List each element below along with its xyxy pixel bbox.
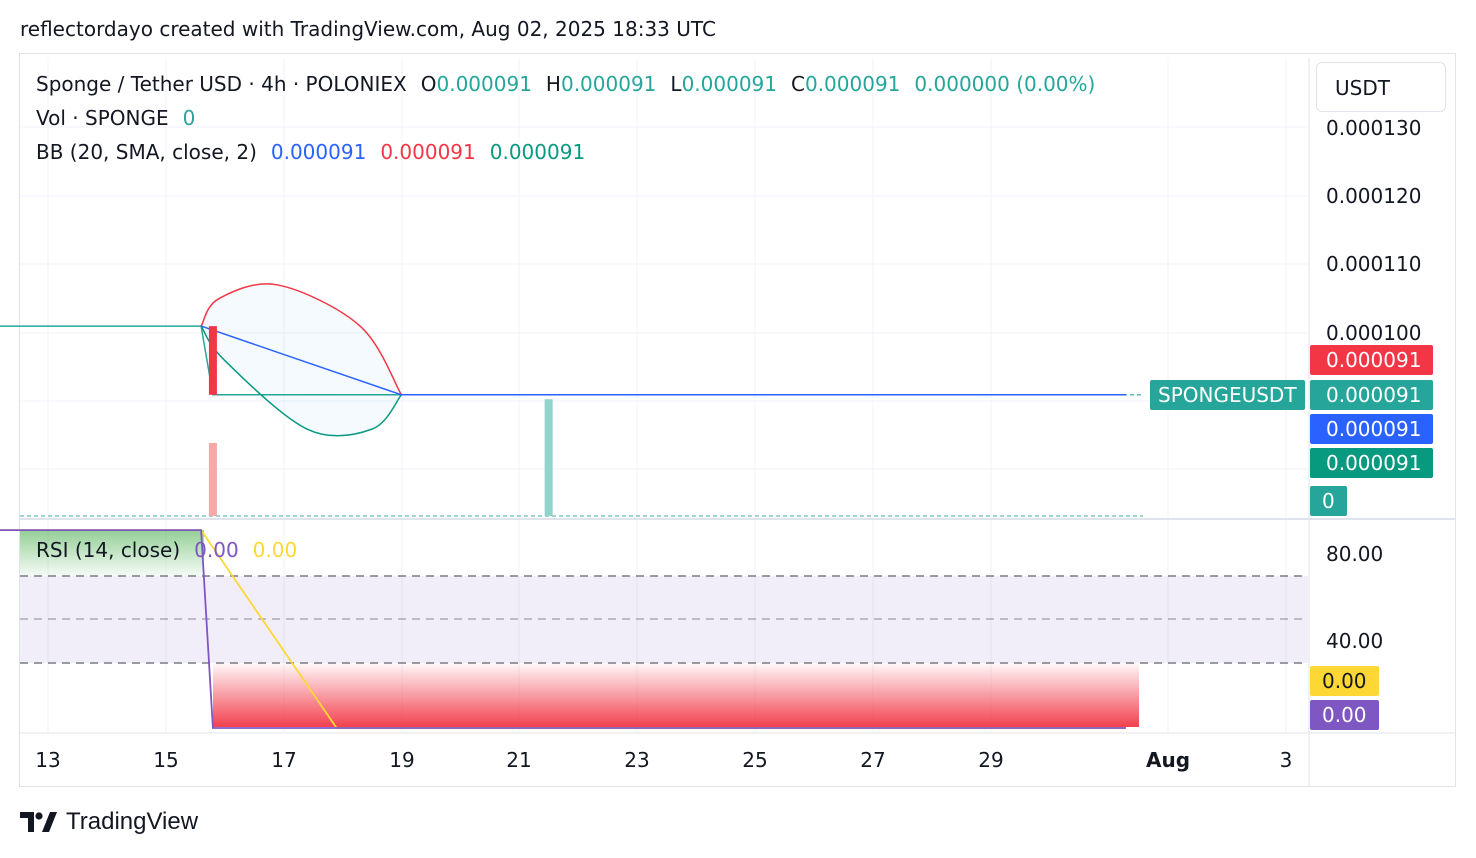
volume-price-tag: 0 xyxy=(1310,486,1347,516)
x-tick-label: 13 xyxy=(35,748,61,772)
low-label: L xyxy=(670,72,682,96)
bb-lower-price-tag: 0.000091 xyxy=(1310,448,1434,478)
bb-basis-value: 0.000091 xyxy=(270,140,367,164)
x-tick-label: Aug xyxy=(1145,748,1191,772)
high-value: 0.000091 xyxy=(560,72,657,96)
bb-lower-value: 0.000091 xyxy=(489,140,586,164)
close-value: 0.000091 xyxy=(804,72,901,96)
brand[interactable]: TradingView xyxy=(20,808,198,836)
volume-legend[interactable]: Vol · SPONGE 0 xyxy=(36,106,195,130)
rsi-y-tick-label: 40.00 xyxy=(1326,629,1384,653)
bb-label: BB (20, SMA, close, 2) xyxy=(36,140,257,164)
attribution-text: reflectordayo created with TradingView.c… xyxy=(20,17,716,41)
volume-value: 0 xyxy=(182,106,196,130)
tradingview-logo-icon xyxy=(20,812,57,832)
y-tick-label: 0.000110 xyxy=(1326,252,1422,276)
ohlc-legend: Sponge / Tether USD · 4h · POLONIEX O0.00… xyxy=(36,72,1095,96)
close-label: C xyxy=(791,72,805,96)
y-tick-label: 0.000130 xyxy=(1326,116,1422,140)
low-value: 0.000091 xyxy=(681,72,777,96)
change-value: 0.000000 (0.00%) xyxy=(914,72,1096,96)
bb-upper-price-tag: 0.000091 xyxy=(1310,345,1434,375)
open-label: O xyxy=(420,72,437,96)
rsi-y-tick-label: 80.00 xyxy=(1326,542,1384,566)
x-tick-label: 25 xyxy=(742,748,768,772)
currency-button[interactable]: USDT xyxy=(1316,62,1446,112)
price-line xyxy=(0,325,1126,396)
y-tick-label: 0.000120 xyxy=(1326,184,1422,208)
chart-frame xyxy=(19,53,1456,787)
rsi-value: 0.00 xyxy=(194,538,239,562)
high-label: H xyxy=(545,72,561,96)
rsi-price-tag: 0.00 xyxy=(1310,700,1379,730)
last-price-tag: 0.000091 xyxy=(1310,380,1434,410)
x-tick-label: 17 xyxy=(271,748,297,772)
x-tick-label: 23 xyxy=(624,748,650,772)
brand-name: TradingView xyxy=(66,808,199,835)
rsi-line xyxy=(0,529,1126,729)
rsi-ma-value: 0.00 xyxy=(252,538,298,562)
open-value: 0.000091 xyxy=(436,72,532,96)
x-tick-label: 29 xyxy=(978,748,1004,772)
volume-bar xyxy=(208,443,217,516)
candle-bar xyxy=(208,326,217,395)
bb-basis-price-tag: 0.000091 xyxy=(1310,414,1434,444)
rsi-overbought-fill xyxy=(20,530,204,576)
x-tick-label: 15 xyxy=(153,748,179,772)
bb-basis-line xyxy=(200,325,1126,396)
rsi-legend[interactable]: RSI (14, close) 0.00 0.00 xyxy=(36,538,297,562)
volume-bar xyxy=(544,399,553,516)
symbol-name-tag: SPONGEUSDT xyxy=(1150,380,1305,410)
rsi-label: RSI (14, close) xyxy=(36,538,181,562)
x-tick-label: 19 xyxy=(389,748,415,772)
x-tick-label: 21 xyxy=(506,748,532,772)
rsi-ma-price-tag: 0.00 xyxy=(1310,666,1379,696)
volume-label: Vol · SPONGE xyxy=(36,106,169,130)
symbol-title[interactable]: Sponge / Tether USD · 4h · POLONIEX xyxy=(36,72,407,96)
bb-legend[interactable]: BB (20, SMA, close, 2) 0.000091 0.000091 0.… xyxy=(36,140,585,164)
bb-upper-value: 0.000091 xyxy=(380,140,476,164)
x-tick-label: 27 xyxy=(860,748,886,772)
rsi-oversold-fill xyxy=(213,663,1139,727)
x-tick-label: 3 xyxy=(1279,748,1293,772)
bb-upper-line xyxy=(200,283,403,396)
y-tick-label: 0.000100 xyxy=(1326,321,1422,345)
